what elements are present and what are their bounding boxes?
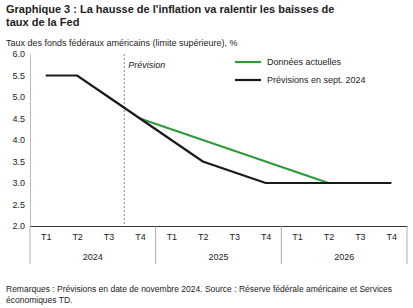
x-tick: T3 [355, 226, 366, 242]
legend-swatch [235, 61, 261, 63]
series-line [140, 119, 391, 184]
y-tick-label: 5.0 [12, 92, 25, 102]
annotation: Prévision [128, 60, 165, 70]
y-tick-label: 3.0 [12, 178, 25, 188]
y-tick-label: 6.0 [12, 49, 25, 59]
y-tick: 3.5 [12, 157, 30, 167]
x-axis: T1 T2 T3 T4 T1 T2 T3 T4 T1 T2 T3 T4 [31, 226, 408, 242]
x-tick: T2 [198, 226, 209, 242]
y-tick: 6.0 [12, 49, 30, 59]
y-tick: 5.0 [12, 92, 30, 102]
x-tick: T3 [229, 226, 240, 242]
x-tick-label: T1 [292, 232, 303, 242]
notes: Remarques : Prévisions en date de novemb… [6, 284, 392, 305]
x-tick-label: T2 [198, 232, 209, 242]
x-tick-label: T2 [72, 232, 83, 242]
x-tick: T4 [387, 226, 398, 242]
x-tick: T2 [72, 226, 83, 242]
x-tick: T2 [324, 226, 335, 242]
y-tick: 2.0 [12, 221, 30, 231]
lines [46, 76, 392, 184]
group-separator [30, 226, 31, 264]
x-tick-label: T2 [324, 232, 335, 242]
year-label: 2026 [334, 252, 354, 262]
group-separator [155, 226, 156, 264]
x-tick-label: T4 [261, 232, 272, 242]
y-tick: 5.5 [12, 71, 30, 81]
x-tick-label: T4 [135, 232, 146, 242]
legend-swatch [235, 79, 261, 81]
y-tick: 3.0 [12, 178, 30, 188]
y-tick-label: 2.0 [12, 221, 25, 231]
series-line [46, 76, 392, 184]
subtitle: Taux des fonds fédéraux américains (limi… [6, 38, 238, 48]
plot: 2.02.53.03.54.04.55.05.56.0T1T2T3T4T1T2T… [12, 49, 407, 264]
x-axis-line [31, 226, 408, 227]
y-tick-label: 3.5 [12, 157, 25, 167]
legend-label: Données actuelles [267, 57, 342, 67]
y-tick-label: 5.5 [12, 71, 25, 81]
group-separator [407, 226, 408, 264]
y-tick: 4.5 [12, 114, 30, 124]
forecast-line [124, 54, 125, 226]
x-tick: T1 [41, 226, 52, 242]
x-tick-label: T1 [41, 232, 52, 242]
x-tick-label: T3 [355, 232, 366, 242]
y-axis: 2.0 2.5 3.0 3.5 4.0 4.5 5.0 5.5 6.0 [12, 49, 30, 231]
x-tick: T1 [292, 226, 303, 242]
x-tick: T1 [167, 226, 178, 242]
chart: Graphique 3 : La hausse de l'inflation v… [0, 0, 413, 308]
group-separator [281, 226, 282, 264]
legend: Données actuelles Prévisions en sept. 202… [235, 57, 366, 85]
x-tick: T3 [104, 226, 115, 242]
y-tick-label: 2.5 [12, 200, 25, 210]
year-label: 2025 [208, 252, 228, 262]
x-tick-label: T3 [229, 232, 240, 242]
y-tick: 4.0 [12, 135, 30, 145]
x-tick: T4 [261, 226, 272, 242]
y-tick-label: 4.0 [12, 135, 25, 145]
x-tick-label: T3 [104, 232, 115, 242]
x-tick-label: T1 [167, 232, 178, 242]
y-axis-line [30, 55, 31, 227]
y-tick: 2.5 [12, 200, 30, 210]
x-tick: T4 [135, 226, 146, 242]
year-label: 2024 [83, 252, 103, 262]
legend-label: Prévisions en sept. 2024 [267, 75, 366, 85]
y-tick-label: 4.5 [12, 114, 25, 124]
title: Graphique 3 : La hausse de l'inflation v… [6, 3, 334, 28]
x-tick-label: T4 [387, 232, 398, 242]
